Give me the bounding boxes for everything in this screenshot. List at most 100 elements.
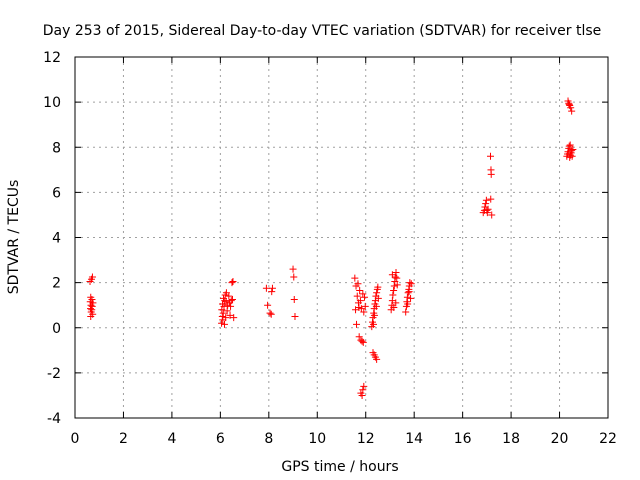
data-point (373, 289, 381, 297)
data-point (392, 299, 400, 307)
data-point (218, 312, 226, 320)
y-tick-label: 4 (52, 231, 61, 247)
data-point (88, 273, 96, 281)
data-point (220, 320, 228, 328)
data-point (372, 302, 380, 310)
x-tick-label: 22 (599, 431, 617, 447)
data-points (86, 97, 577, 399)
data-point (222, 314, 230, 322)
data-point (360, 382, 368, 390)
data-point (406, 279, 414, 287)
data-point (389, 291, 397, 299)
data-point (486, 152, 494, 160)
y-tick-label: 0 (52, 321, 61, 337)
x-tick-label: 10 (308, 431, 326, 447)
data-point (393, 281, 401, 289)
data-point (370, 311, 378, 319)
chart-title: Day 253 of 2015, Sidereal Day-to-day VTE… (43, 23, 602, 39)
data-point (404, 289, 412, 297)
data-point (227, 302, 235, 310)
x-tick-label: 4 (167, 431, 176, 447)
data-point (404, 300, 412, 308)
data-point (359, 338, 367, 346)
x-tick-label: 16 (454, 431, 472, 447)
data-point (87, 312, 95, 320)
data-point (266, 309, 274, 317)
data-point (351, 274, 359, 282)
data-point (393, 274, 401, 282)
y-tick-label: -4 (47, 411, 61, 427)
data-point (229, 277, 237, 285)
data-point (568, 152, 576, 160)
data-point (358, 337, 366, 345)
data-point (483, 209, 491, 217)
data-point (353, 292, 361, 300)
y-tick-label: -2 (47, 366, 61, 382)
data-point (390, 303, 398, 311)
x-tick-label: 0 (71, 431, 80, 447)
data-point (264, 301, 272, 309)
x-tick-labels: 0 2 4 6 8 10 12 14 16 18 20 22 (71, 431, 617, 447)
data-point (565, 142, 573, 150)
data-point (361, 302, 369, 310)
data-point (87, 305, 95, 313)
data-point (482, 196, 490, 204)
data-point (355, 333, 363, 341)
data-point (568, 107, 576, 115)
y-tick-label: 10 (43, 95, 61, 111)
data-point (374, 283, 382, 291)
data-point (569, 146, 577, 154)
data-point (290, 273, 298, 281)
x-tick-label: 12 (357, 431, 375, 447)
data-point (358, 391, 366, 399)
data-point (360, 308, 368, 316)
data-point (268, 284, 276, 292)
data-point (354, 280, 362, 288)
data-point (267, 310, 275, 318)
data-point (228, 279, 236, 287)
data-point (484, 205, 492, 213)
x-tick-label: 14 (405, 431, 423, 447)
y-tick-label: 6 (52, 185, 61, 201)
data-point (219, 309, 227, 317)
data-point (356, 297, 364, 305)
data-point (566, 141, 574, 149)
data-point (390, 287, 398, 295)
data-point (392, 268, 400, 276)
y-tick-label: 8 (52, 140, 61, 156)
x-tick-label: 8 (264, 431, 273, 447)
y-tick-label: 2 (52, 276, 61, 292)
x-tick-label: 2 (119, 431, 128, 447)
data-point (222, 298, 230, 306)
data-point (289, 265, 297, 273)
y-axis-label: SDTVAR / TECUs (6, 180, 22, 295)
x-axis-label: GPS time / hours (281, 459, 398, 475)
data-point (226, 311, 234, 319)
y-tick-labels: -4 -2 0 2 4 6 8 10 12 (43, 50, 61, 427)
data-point (487, 195, 495, 203)
data-point (405, 288, 413, 296)
data-point (488, 211, 496, 219)
data-point (565, 100, 573, 108)
data-point (407, 280, 415, 288)
data-point (356, 287, 364, 295)
data-point (388, 271, 396, 279)
data-point (359, 386, 367, 394)
data-point (218, 319, 226, 327)
data-point (226, 299, 234, 307)
data-point (359, 290, 367, 298)
axis-ticks (74, 56, 609, 419)
data-point (225, 292, 233, 300)
data-point (228, 296, 236, 304)
data-point (268, 288, 276, 296)
data-point (230, 314, 238, 322)
data-point (290, 296, 298, 304)
data-point (369, 320, 377, 328)
data-point (402, 308, 410, 316)
data-point (361, 293, 369, 301)
x-tick-label: 18 (502, 431, 520, 447)
data-point (487, 170, 495, 178)
data-point (291, 312, 299, 320)
